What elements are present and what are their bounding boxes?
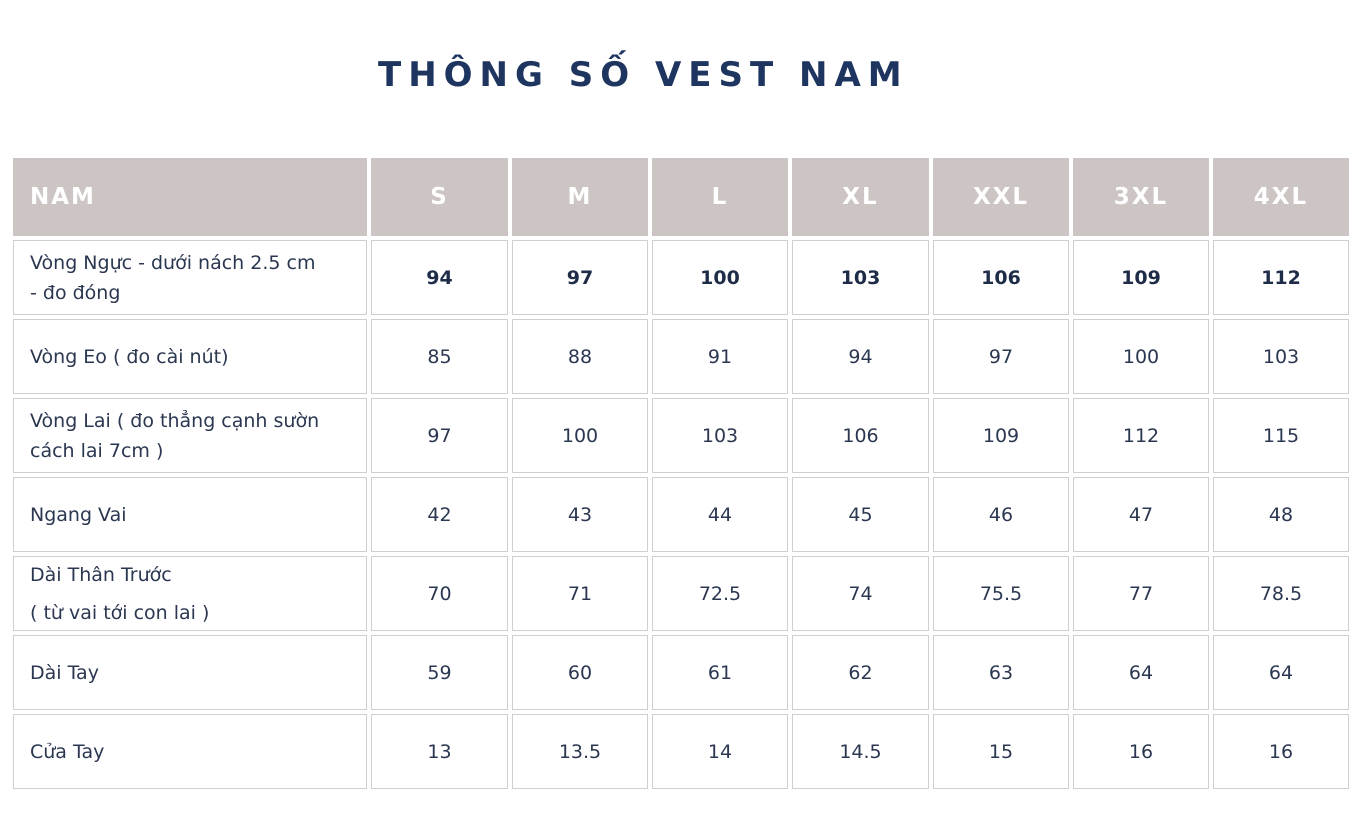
table-cell: 59 [371,635,508,710]
table-row-sleeve-length: Dài Tay 59 60 61 62 63 64 64 [13,635,1349,710]
page-title: THÔNG SỐ VEST NAM [378,55,909,95]
table-cell: 47 [1073,477,1209,552]
table-cell: 71 [512,556,648,631]
row-label-line: ( từ vai tới con lai ) [30,601,210,624]
table-cell: 109 [1073,240,1209,315]
table-row-waist: Vòng Eo ( đo cài nút) 85 88 91 94 97 100… [13,319,1349,394]
header-cell-size: L [652,158,788,236]
table-cell: 100 [1073,319,1209,394]
table-cell: 45 [792,477,929,552]
row-label: Ngang Vai [13,477,367,552]
table-cell: 13 [371,714,508,789]
size-chart-table: NAM S M L XL XXL 3XL 4XL Vòng Ngực - dướ… [9,154,1353,793]
row-label-line: cách lai 7cm ) [30,439,164,462]
table-cell: 62 [792,635,929,710]
row-label: Vòng Lai ( đo thẳng cạnh sườn cách lai 7… [13,398,367,473]
table-cell: 46 [933,477,1069,552]
table-cell: 64 [1073,635,1209,710]
row-label: Vòng Ngực - dưới nách 2.5 cm - đo đóng [13,240,367,315]
header-cell-size: 4XL [1213,158,1349,236]
row-label: Dài Thân Trước ( từ vai tới con lai ) [13,556,367,631]
row-label-line: Ngang Vai [30,503,127,526]
table-cell: 112 [1073,398,1209,473]
table-cell: 106 [792,398,929,473]
table-cell: 14 [652,714,788,789]
table-cell: 74 [792,556,929,631]
table-cell: 94 [371,240,508,315]
table-cell: 106 [933,240,1069,315]
table-cell: 91 [652,319,788,394]
row-label-line: Dài Tay [30,661,99,684]
table-cell: 97 [933,319,1069,394]
table-cell: 42 [371,477,508,552]
table-row-front-length: Dài Thân Trước ( từ vai tới con lai ) 70… [13,556,1349,631]
table-cell: 77 [1073,556,1209,631]
table-row-cuff: Cửa Tay 13 13.5 14 14.5 15 16 16 [13,714,1349,789]
table-cell: 97 [371,398,508,473]
header-cell-size: M [512,158,648,236]
table-cell: 115 [1213,398,1349,473]
table-row-shoulder: Ngang Vai 42 43 44 45 46 47 48 [13,477,1349,552]
table-cell: 78.5 [1213,556,1349,631]
table-cell: 72.5 [652,556,788,631]
table-cell: 60 [512,635,648,710]
table-cell: 13.5 [512,714,648,789]
header-cell-size: S [371,158,508,236]
row-label: Vòng Eo ( đo cài nút) [13,319,367,394]
table-cell: 75.5 [933,556,1069,631]
table-cell: 14.5 [792,714,929,789]
table-cell: 44 [652,477,788,552]
row-label-line: Vòng Eo ( đo cài nút) [30,345,229,368]
header-cell-size: 3XL [1073,158,1209,236]
table-cell: 103 [792,240,929,315]
table-cell: 61 [652,635,788,710]
header-cell-size: XL [792,158,929,236]
table-cell: 64 [1213,635,1349,710]
table-cell: 48 [1213,477,1349,552]
table-row-hem: Vòng Lai ( đo thẳng cạnh sườn cách lai 7… [13,398,1349,473]
table-cell: 100 [652,240,788,315]
table-cell: 112 [1213,240,1349,315]
table-cell: 16 [1073,714,1209,789]
row-label-line: - đo đóng [30,281,121,304]
header-cell-size: XXL [933,158,1069,236]
row-label-line: Dài Thân Trước [30,563,172,586]
table-cell: 70 [371,556,508,631]
row-label: Cửa Tay [13,714,367,789]
table-header-row: NAM S M L XL XXL 3XL 4XL [13,158,1349,236]
table-cell: 16 [1213,714,1349,789]
table-cell: 63 [933,635,1069,710]
table-cell: 100 [512,398,648,473]
table-row-chest: Vòng Ngực - dưới nách 2.5 cm - đo đóng 9… [13,240,1349,315]
table-cell: 85 [371,319,508,394]
table-cell: 103 [652,398,788,473]
header-cell-gender: NAM [13,158,367,236]
table-cell: 109 [933,398,1069,473]
row-label: Dài Tay [13,635,367,710]
table-cell: 15 [933,714,1069,789]
row-label-line: Vòng Lai ( đo thẳng cạnh sườn [30,409,320,432]
table-cell: 88 [512,319,648,394]
row-label-line: Cửa Tay [30,740,105,763]
table-cell: 103 [1213,319,1349,394]
table-cell: 97 [512,240,648,315]
row-label-line: Vòng Ngực - dưới nách 2.5 cm [30,251,316,274]
table-cell: 43 [512,477,648,552]
table-cell: 94 [792,319,929,394]
